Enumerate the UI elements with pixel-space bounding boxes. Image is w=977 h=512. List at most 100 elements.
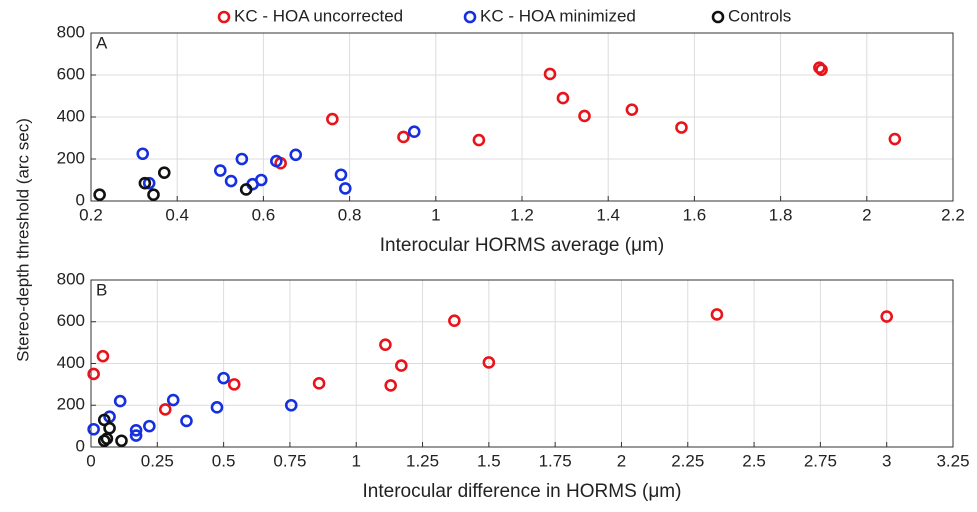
data-point	[129, 423, 143, 437]
x-tick-label: 2.75	[804, 451, 837, 470]
data-point	[166, 393, 180, 407]
data-point	[254, 173, 268, 187]
x-tick-label: 0.6	[252, 205, 276, 224]
data-point	[284, 398, 298, 412]
data-point	[87, 422, 100, 436]
x-tick-label: 0.2	[79, 205, 103, 224]
legend-label: KC - HOA uncorrected	[234, 6, 403, 25]
data-point	[395, 359, 408, 372]
data-point	[239, 183, 253, 196]
data-point	[407, 125, 421, 138]
data-point	[289, 148, 303, 162]
x-tick-label: 0.8	[338, 205, 362, 224]
legend-marker	[217, 10, 231, 24]
y-tick-label: 600	[57, 64, 85, 83]
x-tick-label: 0	[86, 451, 95, 470]
x-tick-label: 1.8	[769, 205, 793, 224]
x-tick-label: 2	[617, 451, 626, 470]
data-point	[578, 109, 591, 123]
data-point	[115, 434, 128, 448]
data-point	[312, 377, 326, 390]
data-point	[217, 371, 230, 385]
plot-frame	[90, 279, 954, 448]
panel-label: A	[96, 33, 108, 52]
y-tick-label: 0	[76, 436, 85, 455]
data-point	[880, 310, 893, 323]
data-point	[113, 394, 127, 408]
legend-label: KC - HOA minimized	[480, 6, 636, 25]
x-tick-label: 0.4	[165, 205, 189, 224]
data-point	[625, 103, 639, 116]
panel-label: B	[96, 280, 107, 299]
data-point	[235, 152, 249, 166]
data-point	[543, 67, 557, 81]
data-point	[334, 168, 348, 182]
x-tick-label: 2.2	[941, 205, 965, 224]
data-point	[270, 154, 283, 168]
x-tick-label: 1	[431, 205, 440, 224]
data-point	[227, 378, 241, 391]
y-tick-label: 200	[57, 395, 85, 414]
data-point	[180, 414, 193, 428]
data-point	[147, 188, 160, 201]
x-tick-label: 3	[882, 451, 891, 470]
data-point	[136, 147, 150, 161]
x-tick-label: 1	[351, 451, 360, 470]
x-tick-label: 0.25	[141, 451, 174, 470]
y-tick-label: 600	[57, 311, 85, 330]
y-tick-label: 200	[57, 148, 85, 167]
legend-marker	[711, 10, 725, 24]
data-point	[397, 130, 410, 144]
data-point	[157, 166, 171, 179]
y-axis-label: Stereo-depth threshold (arc sec)	[13, 118, 32, 362]
x-tick-label: 3.25	[936, 451, 969, 470]
data-point	[158, 403, 172, 416]
data-point	[93, 188, 106, 201]
data-point	[224, 174, 238, 188]
data-point	[138, 176, 152, 190]
data-point	[472, 133, 486, 147]
x-tick-label: 0.5	[212, 451, 236, 470]
y-tick-label: 0	[76, 190, 85, 209]
x-tick-label: 1.4	[596, 205, 620, 224]
data-point	[103, 421, 116, 435]
x-axis-label: Interocular HORMS average (μm)	[380, 235, 664, 256]
x-tick-label: 1.75	[539, 451, 572, 470]
legend-label: Controls	[728, 6, 791, 25]
data-point	[97, 434, 111, 448]
x-tick-label: 1.2	[510, 205, 534, 224]
y-tick-label: 400	[57, 106, 85, 125]
legend-marker	[463, 10, 477, 24]
data-point	[96, 349, 110, 363]
data-point	[379, 338, 392, 352]
data-point	[815, 63, 828, 77]
data-point	[214, 164, 227, 177]
data-point	[384, 379, 398, 392]
y-tick-label: 800	[57, 22, 85, 41]
data-point	[710, 308, 724, 321]
data-point	[813, 61, 826, 74]
data-point	[675, 121, 688, 134]
x-tick-label: 1.5	[477, 451, 501, 470]
data-point	[142, 176, 156, 190]
data-point	[87, 367, 100, 381]
data-point	[210, 401, 224, 414]
data-point	[143, 419, 156, 433]
x-tick-label: 2.25	[671, 451, 704, 470]
y-tick-label: 800	[57, 269, 85, 288]
x-tick-label: 2	[862, 205, 871, 224]
plot-frame	[90, 32, 954, 202]
x-tick-label: 0.75	[273, 451, 306, 470]
data-point	[448, 314, 461, 328]
data-point	[326, 112, 339, 126]
x-axis-label: Interocular difference in HORMS (μm)	[363, 481, 682, 502]
y-tick-label: 400	[57, 353, 85, 372]
data-point	[338, 182, 352, 195]
data-point	[556, 91, 570, 105]
x-tick-label: 1.6	[683, 205, 707, 224]
x-tick-label: 2.5	[742, 451, 766, 470]
data-point	[129, 429, 143, 442]
data-point	[482, 356, 496, 369]
x-tick-label: 1.25	[406, 451, 439, 470]
